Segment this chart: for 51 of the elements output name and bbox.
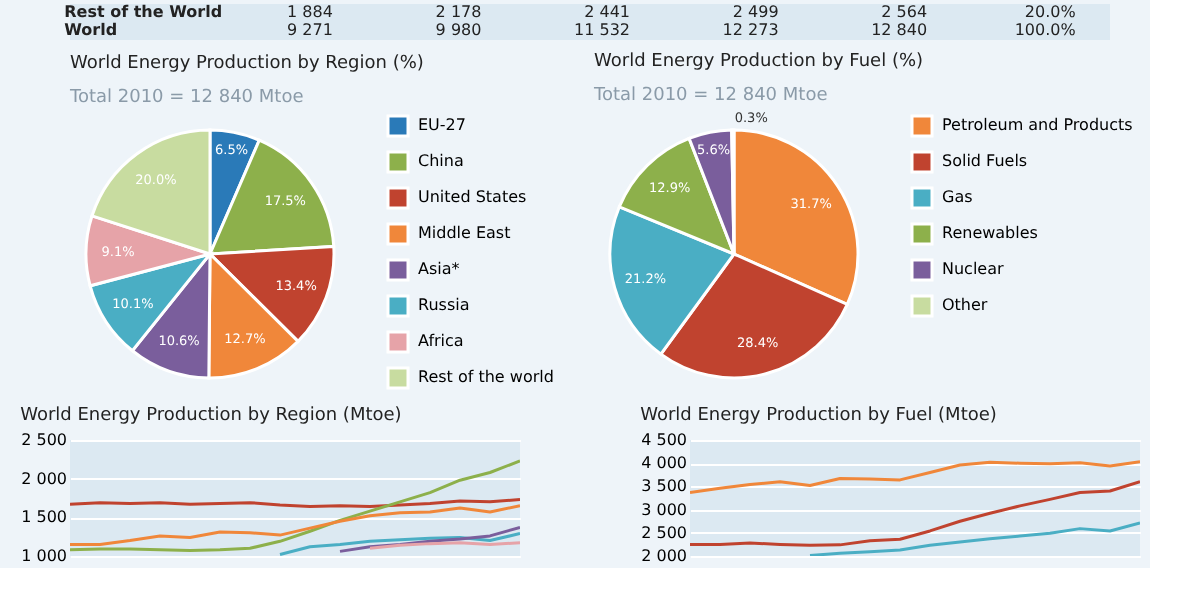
chart-title: World Energy Production by Fuel (Mtoe) — [640, 406, 997, 426]
y-tick-label: 2 500 — [21, 431, 67, 449]
legend-label: Gas — [942, 188, 973, 206]
line-series — [70, 504, 520, 546]
y-tick-label: 2 500 — [641, 523, 687, 542]
y-tick-label: 2 000 — [21, 469, 67, 488]
legend-label: EU-27 — [418, 116, 466, 134]
text: Rest of the World — [64, 3, 223, 21]
legend-label: Other — [942, 296, 989, 314]
legend-label: Rest of the world — [418, 368, 554, 386]
y-tick-label: 2 000 — [641, 547, 687, 565]
legend-label: Renewables — [942, 224, 1038, 242]
chart-subtitle: Total 2010 = 12 840 Mtoe — [68, 88, 305, 108]
text: 9 980 — [435, 21, 482, 39]
line-series — [690, 460, 1140, 494]
line-series — [808, 521, 1140, 556]
chart-title: World Energy Production by Fuel (%) — [594, 52, 924, 73]
legend-label: Middle East — [418, 224, 511, 242]
chart-title: World Energy Production by Region (%) — [70, 54, 424, 74]
y-tick-label: 1 500 — [21, 508, 67, 527]
text: 12 840 — [871, 21, 928, 39]
text: 20.0% — [1024, 3, 1077, 21]
text: 2 441 — [584, 3, 630, 21]
legend-label: Africa — [418, 332, 464, 350]
chart-title: World Energy Production by Region (Mtoe) — [20, 406, 402, 426]
legend-label: Asia* — [418, 260, 460, 278]
legend-label: Russia — [418, 296, 470, 314]
line-series — [338, 525, 520, 553]
text: 2 178 — [435, 3, 482, 21]
y-tick-label: 1 000 — [21, 547, 67, 565]
legend-label: Nuclear — [942, 260, 1005, 278]
line-series — [70, 459, 520, 553]
line-series — [278, 532, 520, 556]
text: 12 273 — [722, 21, 779, 39]
text: 100.0% — [1014, 21, 1077, 39]
line-series — [690, 480, 1140, 547]
text: 1 884 — [287, 3, 333, 21]
legend-label: Solid Fuels — [942, 152, 1028, 170]
legend-label: China — [418, 152, 464, 170]
text: 2 564 — [881, 3, 928, 21]
text: World — [64, 21, 118, 39]
text: 11 532 — [574, 21, 630, 39]
chart-subtitle: Total 2010 = 12 840 Mtoe — [592, 86, 829, 107]
legend-label: Petroleum and Products — [942, 116, 1133, 134]
y-tick-label: 4 500 — [641, 431, 687, 449]
y-tick-label: 4 000 — [641, 454, 687, 473]
text: 2 499 — [732, 3, 779, 21]
y-tick-label: 3 500 — [641, 477, 687, 496]
text: 9 271 — [287, 21, 333, 39]
y-tick-label: 3 000 — [641, 500, 687, 519]
legend-label: United States — [418, 188, 527, 206]
